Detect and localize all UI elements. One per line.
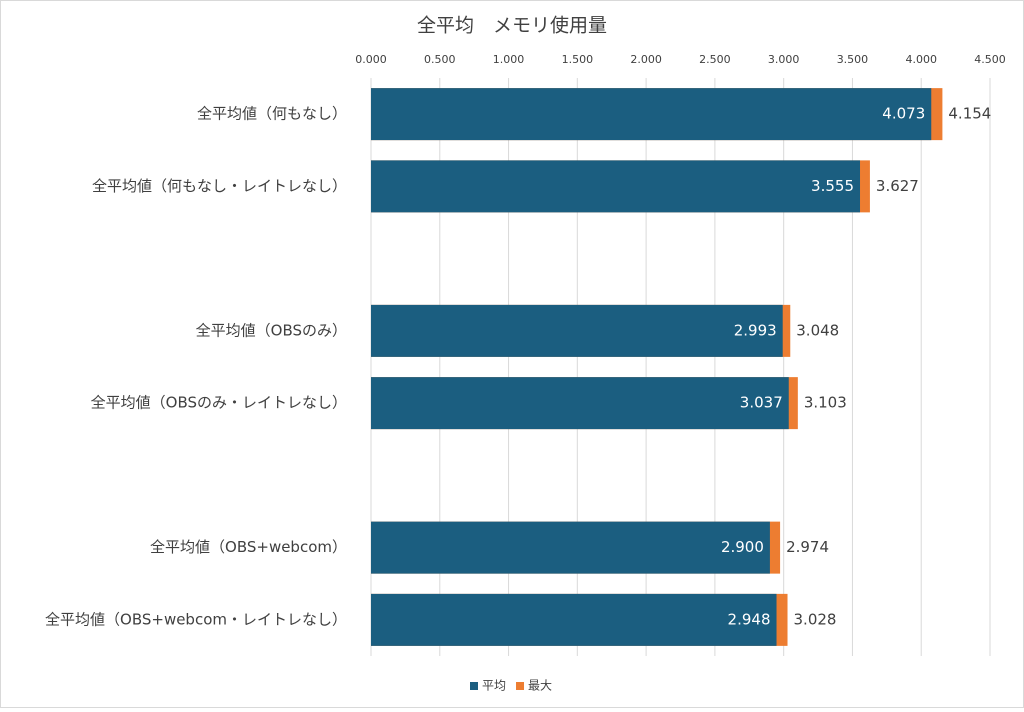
x-tick-label: 3.500 (837, 53, 869, 66)
legend-label: 平均 (482, 679, 506, 693)
data-label: 3.103 (804, 394, 847, 412)
data-label: 2.948 (728, 610, 771, 628)
data-label: 3.028 (794, 610, 837, 628)
data-label: 2.974 (786, 538, 829, 556)
bar (371, 304, 783, 357)
bar (371, 160, 861, 213)
chart-title: 全平均 メモリ使用量 (417, 15, 607, 37)
y-tick-label: 全平均値（OBSのみ・レイトレなし） (91, 394, 347, 412)
y-tick-label: 全平均値（OBSのみ） (196, 321, 347, 339)
y-tick-label: 全平均値（何もなし） (197, 105, 347, 123)
y-tick-label: 全平均値（OBS+webcom） (150, 538, 347, 556)
x-tick-label: 2.000 (630, 53, 662, 66)
legend-label: 最大 (528, 679, 552, 693)
x-tick-label: 0.000 (355, 53, 387, 66)
bar (371, 593, 777, 646)
bar (371, 521, 770, 574)
data-label: 4.073 (882, 105, 925, 123)
y-tick-label: 全平均値（何もなし・レイトレなし） (92, 177, 347, 195)
data-label: 2.993 (734, 321, 777, 339)
bar (371, 88, 932, 141)
y-tick-label: 全平均値（OBS+webcom・レイトレなし） (45, 610, 347, 628)
legend-swatch (470, 682, 478, 690)
x-tick-label: 4.000 (905, 53, 937, 66)
x-tick-label: 1.500 (562, 53, 594, 66)
x-tick-label: 1.000 (493, 53, 525, 66)
x-tick-label: 3.000 (768, 53, 800, 66)
x-tick-label: 4.500 (974, 53, 1006, 66)
data-label: 3.048 (796, 321, 839, 339)
legend-swatch (516, 682, 525, 690)
data-label: 3.555 (811, 177, 854, 195)
data-label: 3.627 (876, 177, 919, 195)
data-label: 3.037 (740, 394, 783, 412)
x-tick-label: 2.500 (699, 53, 731, 66)
data-label: 2.900 (721, 538, 764, 556)
x-tick-label: 0.500 (424, 53, 456, 66)
data-label: 4.154 (948, 105, 991, 123)
bar (371, 377, 789, 430)
